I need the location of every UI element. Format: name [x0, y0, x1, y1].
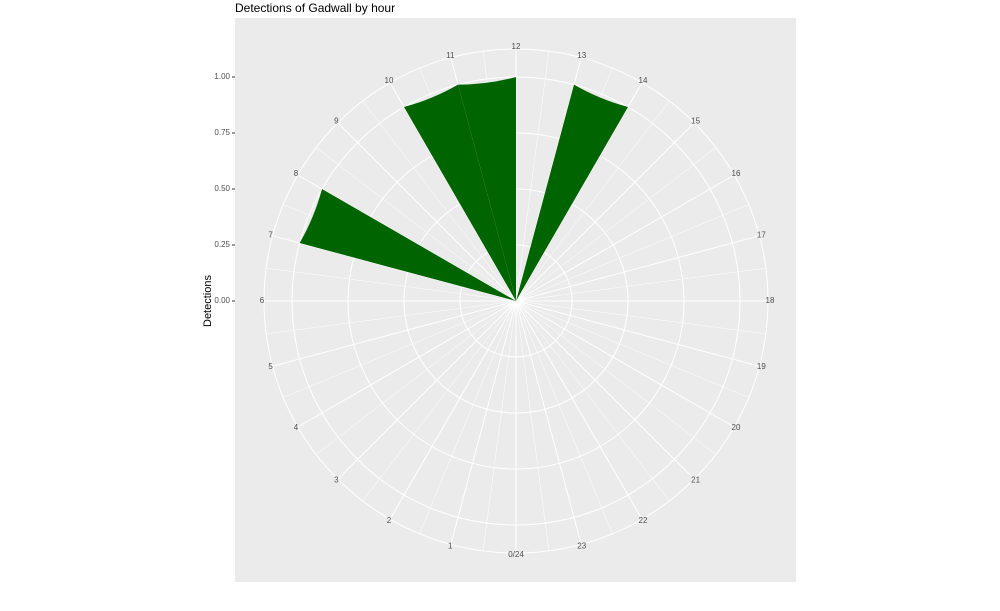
minor-spoke: [515, 300, 766, 335]
chart-title: Detections of Gadwall by hour: [235, 1, 395, 15]
spoke: [515, 300, 735, 428]
x-tick-label: 10: [385, 76, 394, 85]
x-tick-label: 19: [757, 362, 766, 371]
x-tick-label: 12: [512, 42, 521, 51]
y-tick-label: 0.25: [214, 240, 230, 249]
minor-spoke: [515, 267, 766, 302]
x-tick-label: 15: [691, 117, 700, 126]
minor-spoke: [362, 300, 517, 502]
y-tick-label: 1.00: [214, 72, 230, 81]
x-tick-label: 2: [387, 516, 392, 525]
minor-spoke: [515, 300, 670, 502]
x-tick-label: 3: [334, 476, 339, 485]
minor-spoke: [515, 51, 550, 302]
x-tick-label: 7: [268, 230, 273, 239]
minor-spoke: [515, 300, 717, 455]
y-tick-label: 0.75: [214, 128, 230, 137]
x-tick-label: 23: [577, 541, 586, 550]
x-tick-label: 21: [691, 476, 700, 485]
spoke: [515, 174, 735, 302]
x-tick-label: 11: [446, 51, 455, 60]
minor-spoke: [315, 300, 517, 455]
x-tick-label: 18: [766, 296, 775, 305]
spoke: [272, 300, 517, 367]
spoke: [297, 300, 517, 428]
x-tick-label: 17: [757, 230, 766, 239]
y-tick-label: 0.50: [214, 184, 230, 193]
minor-spoke: [515, 204, 749, 302]
minor-spoke: [362, 100, 517, 302]
minor-spoke: [266, 300, 517, 335]
bar: [404, 84, 516, 301]
minor-spoke: [283, 300, 517, 398]
spoke: [337, 122, 517, 302]
spoke: [515, 300, 760, 367]
minor-spoke: [515, 300, 550, 551]
x-tick-label: 4: [294, 423, 299, 432]
x-tick-label: 1: [448, 541, 453, 550]
spoke: [515, 300, 695, 480]
minor-spoke: [515, 300, 613, 534]
minor-spoke: [515, 300, 749, 398]
minor-spoke: [515, 100, 670, 302]
y-axis-label: Detections: [202, 275, 214, 327]
x-tick-label: 6: [260, 296, 265, 305]
minor-spoke: [515, 147, 717, 302]
x-tick-label: 5: [268, 362, 273, 371]
spoke: [515, 122, 695, 302]
x-tick-label: 9: [334, 117, 339, 126]
bar: [458, 77, 516, 301]
y-tick-label: 0.00: [214, 296, 230, 305]
x-tick-label: 14: [639, 76, 648, 85]
spoke: [450, 300, 517, 545]
x-tick-label: 0/24: [508, 550, 524, 559]
spoke: [515, 300, 643, 520]
spoke: [337, 300, 517, 480]
minor-spoke: [419, 300, 517, 534]
bar: [299, 189, 516, 301]
minor-spoke: [266, 267, 517, 302]
x-tick-label: 20: [732, 423, 741, 432]
minor-spoke: [315, 147, 517, 302]
spoke: [389, 300, 517, 520]
x-tick-label: 22: [639, 516, 648, 525]
bar: [516, 84, 628, 301]
minor-spoke: [482, 300, 517, 551]
x-tick-label: 16: [732, 169, 741, 178]
x-tick-label: 13: [577, 51, 586, 60]
spoke: [515, 235, 760, 302]
x-tick-label: 8: [294, 169, 299, 178]
spoke: [515, 300, 582, 545]
